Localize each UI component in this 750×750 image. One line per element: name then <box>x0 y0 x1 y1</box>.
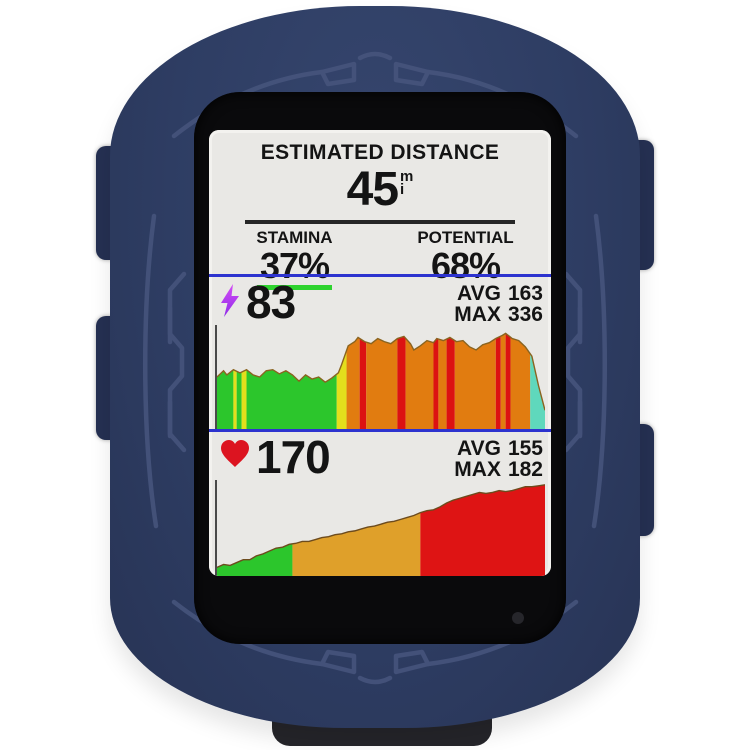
hr-max-value: 182 <box>507 458 543 481</box>
power-avg-max: AVG 163 MAX 336 <box>454 282 543 326</box>
distance-value-row: 45 m i <box>347 166 414 214</box>
stamina-column: STAMINA 37% <box>209 229 380 290</box>
lightning-icon <box>219 281 241 318</box>
heart-rate-data-field[interactable]: 170 AVG 155 MAX 182 <box>209 432 551 576</box>
display[interactable]: ESTIMATED DISTANCE 45 m i <box>209 130 551 576</box>
distance-value: 45 <box>346 163 399 216</box>
estimated-distance-title: ESTIMATED DISTANCE <box>260 141 500 164</box>
hr-avg-value: 155 <box>507 437 543 460</box>
power-max-value: 336 <box>507 303 543 326</box>
power-data-field[interactable]: 83 AVG 163 MAX 336 <box>209 277 551 429</box>
power-value: 83 <box>246 276 296 328</box>
screen-bezel: ESTIMATED DISTANCE 45 m i <box>194 92 566 644</box>
distance-unit: m i <box>400 168 414 198</box>
heart-rate-value: 170 <box>256 431 331 483</box>
section-divider <box>209 274 551 277</box>
potential-label: POTENTIAL <box>417 228 514 247</box>
device-case: ESTIMATED DISTANCE 45 m i <box>110 6 640 728</box>
ambient-light-sensor <box>512 612 524 624</box>
heart-icon <box>219 436 251 469</box>
power-avg-value: 163 <box>507 282 543 305</box>
stamina-value: 37% <box>256 248 333 290</box>
stamina-label: STAMINA <box>256 228 333 247</box>
heart-rate-avg-max: AVG 155 MAX 182 <box>454 437 543 481</box>
section-divider <box>209 429 551 432</box>
potential-value: 68% <box>430 245 501 286</box>
potential-column: POTENTIAL 68% <box>380 229 551 290</box>
heart-rate-chart <box>215 480 545 576</box>
stamina-data-page[interactable]: ESTIMATED DISTANCE 45 m i <box>209 130 551 290</box>
power-chart <box>215 325 545 429</box>
stamina-progress-bar <box>245 220 515 224</box>
